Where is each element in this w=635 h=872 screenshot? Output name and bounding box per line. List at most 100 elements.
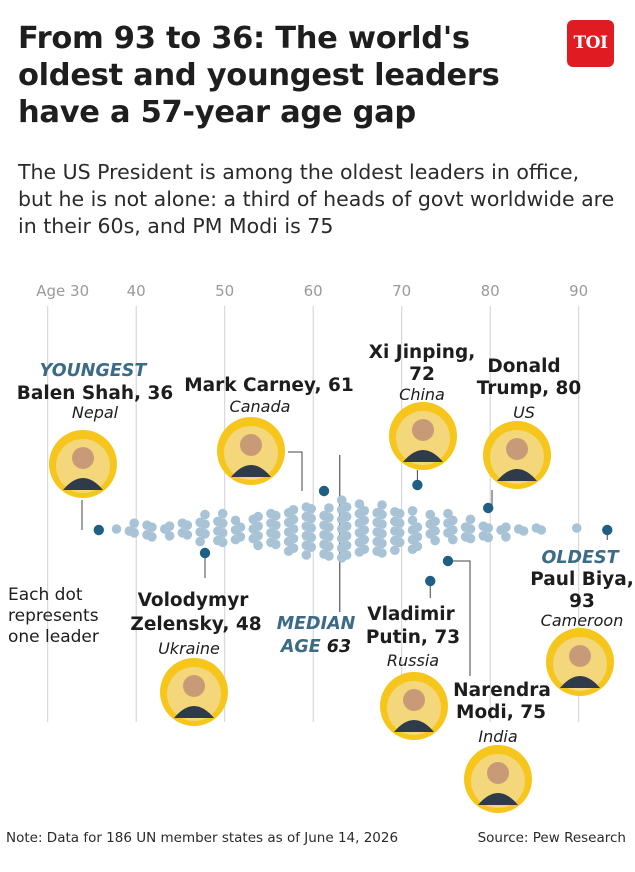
leader-name: Modi, 75 xyxy=(456,702,546,723)
leader-country: US xyxy=(513,403,535,422)
leader-dot xyxy=(412,541,423,552)
highlight-dot-mark-carney xyxy=(318,485,330,497)
leader-dot xyxy=(394,537,405,548)
leader-dot xyxy=(217,518,228,528)
leader-dot xyxy=(430,526,440,536)
dot-swarm xyxy=(111,495,582,563)
leader-dot xyxy=(354,499,365,509)
leader-dot xyxy=(200,509,210,520)
connector xyxy=(288,451,303,491)
leader-dot xyxy=(324,551,334,561)
highlight-dot-narendra-modi xyxy=(442,555,454,567)
leader-dot xyxy=(341,550,352,560)
leader-dot xyxy=(230,515,241,526)
leader-name: 93 xyxy=(569,591,595,612)
leader-dot xyxy=(359,525,370,535)
leader-dot xyxy=(377,500,387,510)
leader-dot xyxy=(448,534,458,545)
highlight-dot-balen-shah xyxy=(93,524,105,536)
leader-name: Narendra xyxy=(453,680,551,701)
photo-balen-shah xyxy=(49,430,117,498)
leader-dot xyxy=(359,534,370,545)
leader-dot xyxy=(182,520,193,530)
leader-dot xyxy=(448,515,458,526)
leader-dot xyxy=(253,540,263,551)
photo-paul-biya xyxy=(546,628,614,696)
leader-dot xyxy=(217,528,228,538)
x-tick-label: Age 30 xyxy=(36,282,89,300)
x-tick-label: 60 xyxy=(304,282,323,300)
leader-dot xyxy=(306,523,317,533)
leader-name: Zelensky, 48 xyxy=(130,614,261,635)
leader-name: Trump, 80 xyxy=(477,378,582,399)
leader-dot xyxy=(341,502,352,512)
leader-dot xyxy=(394,508,405,519)
leader-country: China xyxy=(399,385,445,404)
leader-name: Vladimir xyxy=(367,604,455,625)
leader-dot xyxy=(483,523,494,533)
leader-dot xyxy=(394,528,405,538)
leader-dot xyxy=(182,530,193,540)
oldest-tag: OLDEST xyxy=(541,548,620,568)
dot-legend-note: represents xyxy=(8,606,99,626)
leader-dot xyxy=(341,540,352,551)
median-value-label: AGE 63 xyxy=(279,637,351,657)
leader-country: Canada xyxy=(230,397,291,416)
photo-donald-trump xyxy=(483,421,551,489)
leader-dot xyxy=(377,519,387,529)
leader-dot xyxy=(111,524,122,534)
leader-dot xyxy=(390,545,400,555)
leader-dot xyxy=(253,511,263,522)
leader-country: Cameroon xyxy=(541,611,624,630)
leader-dot xyxy=(200,519,210,529)
leader-dot xyxy=(217,537,228,548)
leader-name: Volodymyr xyxy=(138,590,250,611)
leader-country: Ukraine xyxy=(158,639,220,658)
leader-dot xyxy=(394,518,405,528)
leader-dot xyxy=(147,532,157,542)
leader-dot xyxy=(341,521,352,531)
leader-dot xyxy=(465,524,476,534)
leader-name: Xi Jinping, xyxy=(369,342,475,363)
leader-dot xyxy=(412,532,423,542)
leader-dot xyxy=(518,526,529,536)
connector xyxy=(447,560,471,676)
leader-dot xyxy=(301,550,312,560)
leader-dot xyxy=(271,520,281,530)
leader-dot xyxy=(407,515,418,526)
leader-dot xyxy=(306,513,317,524)
leader-name: Balen Shah, 36 xyxy=(17,383,173,404)
chart-subtitle: The US President is among the oldest lea… xyxy=(18,160,615,238)
footer-source: Source: Pew Research xyxy=(477,830,626,846)
leader-dot xyxy=(129,518,139,528)
leader-dot xyxy=(536,525,547,535)
leader-dot xyxy=(448,525,458,535)
toi-logo: TOI xyxy=(567,20,614,67)
leader-dot xyxy=(271,539,281,550)
leader-dot xyxy=(306,504,317,514)
leader-dot xyxy=(288,524,299,534)
median-label: MEDIAN xyxy=(277,614,356,634)
leader-dot xyxy=(288,533,299,544)
leader-dot xyxy=(501,522,511,532)
leader-dot xyxy=(377,509,387,520)
leader-photos xyxy=(49,402,614,813)
leader-dot xyxy=(407,506,418,516)
photo-volodymyr-zelensky xyxy=(160,658,228,726)
leader-dot xyxy=(465,514,476,525)
leader-country: India xyxy=(478,727,517,746)
highlight-dot-paul-biya xyxy=(602,524,613,536)
leader-dot xyxy=(271,510,281,521)
x-tick-label: 40 xyxy=(127,282,146,300)
leader-dot xyxy=(465,533,476,544)
leader-country: Russia xyxy=(387,651,439,670)
leader-dot xyxy=(359,515,370,526)
highlight-dot-volodymyr-zelensky xyxy=(199,547,211,559)
leader-country: Nepal xyxy=(72,403,119,422)
leader-dot xyxy=(306,542,317,552)
leader-name: Mark Carney, 61 xyxy=(184,375,354,396)
leader-dot xyxy=(359,544,370,554)
leader-dot xyxy=(377,529,387,539)
